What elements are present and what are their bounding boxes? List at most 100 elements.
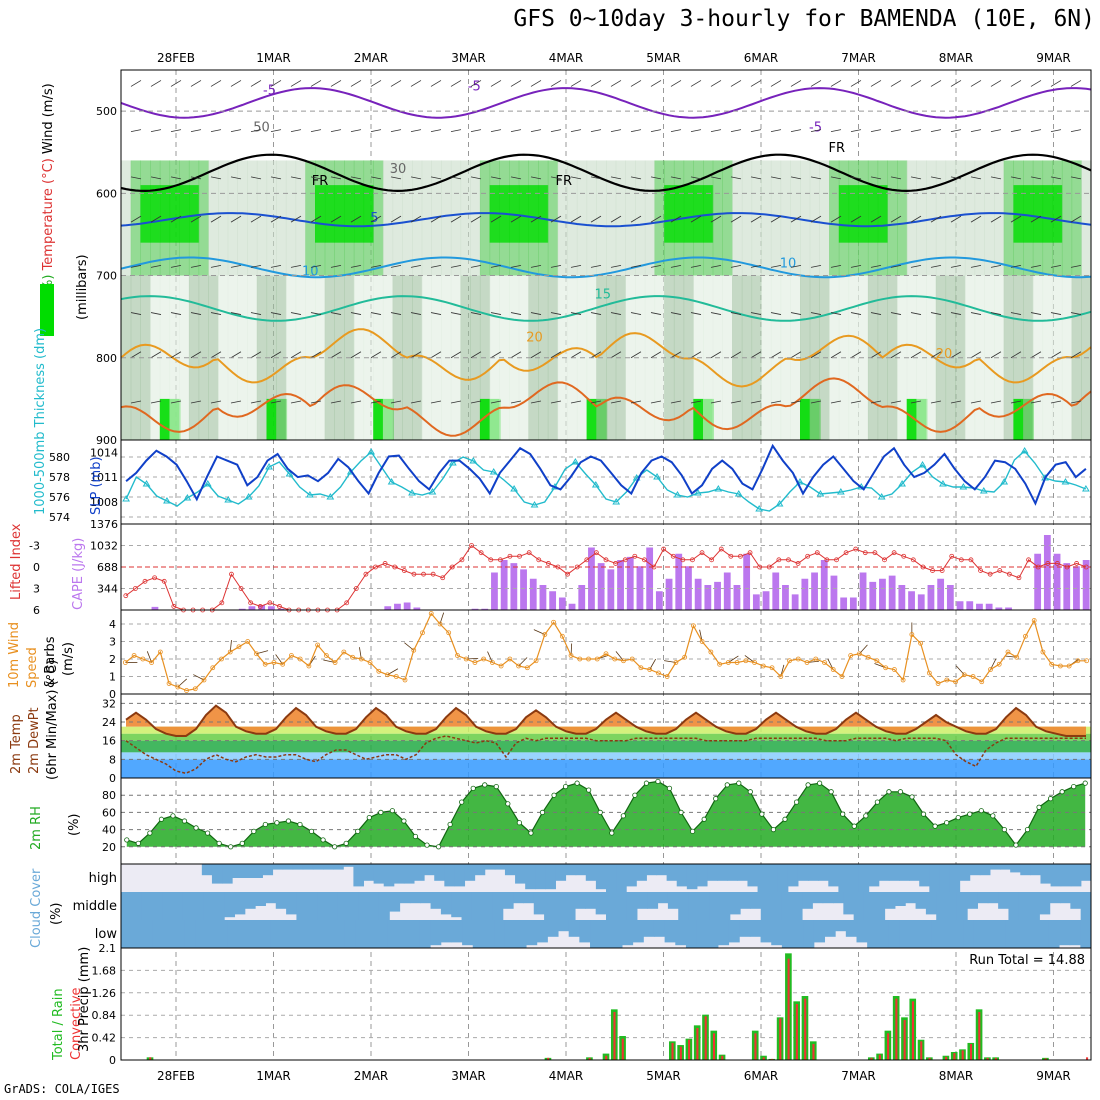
slp-line [125,443,1087,506]
contour-label: 10 [780,256,797,271]
wind10-marker [734,660,740,665]
cloud-high-bar [575,864,587,876]
wind-barb [550,80,562,87]
cloud-high-bar [787,864,799,887]
cape-bar [471,608,479,610]
cloud-low-bar [472,920,484,948]
cloud-high-bar [777,864,789,892]
cape-bar [985,603,993,610]
thickness-marker [755,505,764,512]
cloud-middle-bar [564,892,576,920]
wind-barb [690,215,702,223]
temp-y-tick: 16 [102,735,116,748]
cape-bar [791,594,799,610]
wind-barb [1030,312,1042,315]
rh2m-marker [562,783,569,790]
temp-y-tick: 8 [109,753,116,766]
cape-bar [675,553,683,610]
wind10-marker [787,658,792,664]
contour-label: 30 [390,162,407,177]
wind-barb [690,176,702,180]
wind-barb [1050,80,1062,87]
rh-shade-low [1042,275,1053,440]
wind10-ylabel: 10m Wind [7,622,22,688]
cloud-low-bar [184,920,197,948]
wind-barb [410,129,422,133]
cloud-low-bar [515,920,527,948]
date-label-top: 1MAR [256,51,291,65]
cloud-high-bar [919,864,930,887]
wind-barb [690,264,702,268]
wind-barb [1030,264,1042,268]
cloud-high-bar [464,864,476,881]
wind-barb [170,215,182,223]
wind10-marker [961,672,967,678]
wind10-marker [472,660,478,665]
wind-barb [510,215,522,223]
wind-barb [150,400,162,404]
precip-conv-bar [547,1057,550,1060]
wind-barb [450,80,462,87]
li-marker [622,557,628,563]
wind-barb [1050,351,1062,359]
wind-barb [1050,176,1062,180]
cape-bar [568,603,576,610]
wind-barb [970,312,982,315]
wind-barb [450,215,462,223]
wind-barb [630,400,642,404]
li-marker [411,571,417,577]
precip-y-tick: 0.42 [92,1032,117,1045]
cloud-middle-bar [678,892,690,920]
contour-label: 10 [302,265,319,280]
rh-shade-low [761,275,772,440]
rh-shade-mid [567,160,578,276]
precip-conv-bar [779,1018,782,1060]
wind-barb [590,215,602,223]
panel-thick [120,439,1092,525]
wind-barb [710,176,722,180]
upper-ylabel2-text: (millibars) [75,254,90,320]
rh2m-marker [447,821,453,828]
rh-shade-mid [130,160,141,276]
wind10-marker [262,661,268,667]
wind-barb [230,312,242,315]
rh-shade-mid [809,160,820,276]
cape-bar [888,575,896,610]
cloud-high-bar [949,864,961,892]
cloud-low-bar [579,920,591,943]
li-marker [862,550,868,556]
thickness-marker [979,487,988,494]
wind-barb [590,400,602,404]
wind10-marker [350,654,355,660]
wind-barb [990,400,1002,404]
wind-barb [930,129,942,133]
wind-barb [150,80,162,87]
cloud-middle-bar [193,892,205,920]
li-marker [699,550,705,556]
cloud-high-bar [292,864,304,870]
wind-barb [950,312,962,315]
rh2m-marker [147,830,153,836]
thickness-marker [306,491,314,498]
wind-barb [570,129,582,133]
wind-barb [410,80,422,87]
wind-barb [390,176,402,180]
rh-shade-core [315,185,326,243]
wind-barb [170,264,182,268]
li-marker [373,564,378,570]
rh2m-marker [516,820,522,826]
wind-barb [210,129,222,133]
isotherm-5 [120,212,1092,228]
thickness-marker [489,468,498,475]
slp-ylabel-text: SLP (mb) [89,456,104,515]
cloud-middle-bar [606,892,617,920]
wind-barb [410,264,422,268]
thickness-y-tick: 578 [49,471,70,484]
cloud-high-bar [646,864,658,876]
wind-barb [230,176,242,180]
cloud-middle-bar [781,892,793,920]
contour-label: 5 [370,211,378,226]
cloud-middle-bar [688,892,700,920]
cloud-low-bar [611,920,623,948]
wind-barb [730,176,742,180]
